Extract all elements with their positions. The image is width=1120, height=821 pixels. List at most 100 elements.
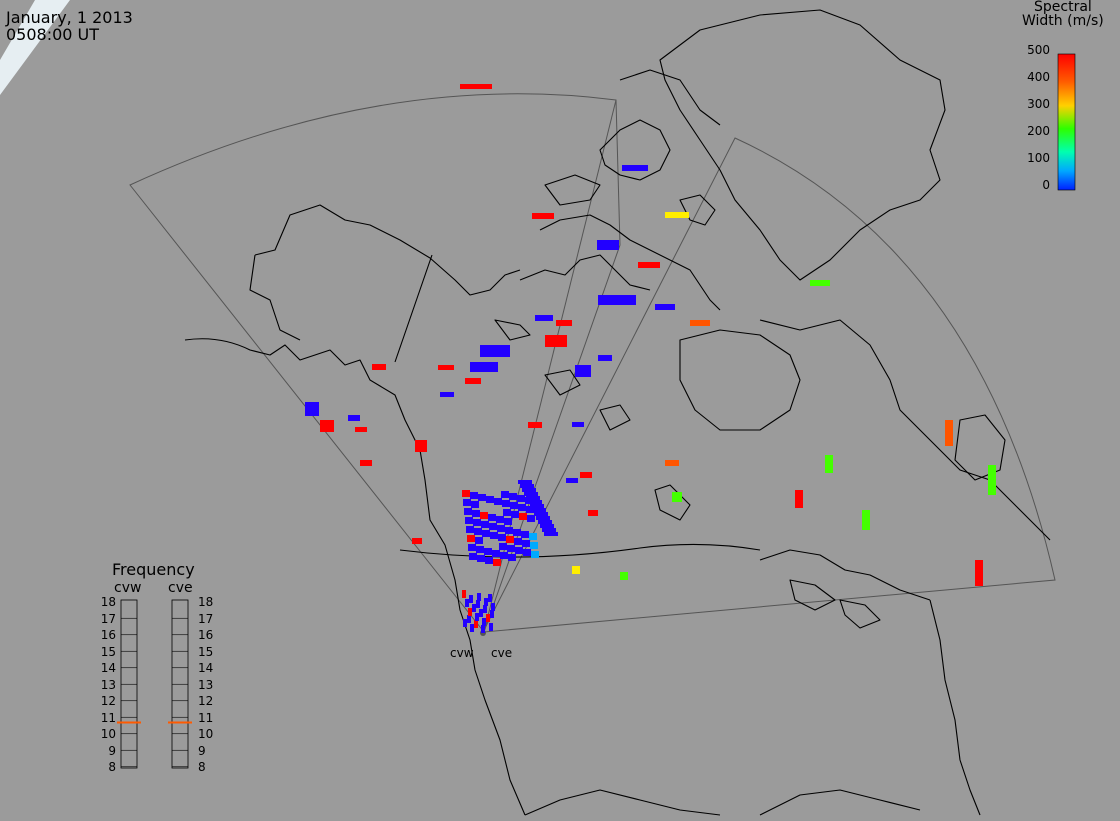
- backscatter-cell: [526, 506, 534, 513]
- frequency-channel-cvw: cvw: [114, 580, 142, 596]
- colorbar-title-line2: Width (m/s): [1022, 13, 1104, 29]
- backscatter-cell: [511, 511, 519, 518]
- backscatter-cell: [535, 315, 553, 321]
- backscatter-cell: [482, 530, 490, 537]
- frequency-tick-label: 12: [198, 694, 214, 708]
- frequency-tick-label: 18: [198, 595, 214, 609]
- backscatter-cell: [488, 594, 492, 602]
- backscatter-cell: [470, 362, 498, 372]
- backscatter-cell: [496, 516, 504, 523]
- backscatter-cell: [504, 518, 512, 525]
- backscatter-cell: [494, 498, 502, 505]
- backscatter-cell: [572, 566, 580, 574]
- time-label: 0508:00 UT: [6, 25, 100, 44]
- backscatter-cell: [527, 515, 535, 522]
- frequency-tick-label: 17: [100, 611, 116, 626]
- backscatter-cell: [465, 378, 481, 384]
- backscatter-cell: [506, 536, 514, 543]
- date-label: January, 1 2013: [6, 8, 133, 27]
- backscatter-cell: [320, 420, 334, 432]
- backscatter-cell: [470, 624, 474, 632]
- backscatter-cell: [492, 550, 500, 557]
- backscatter-cell: [467, 615, 471, 623]
- backscatter-cell: [480, 512, 488, 519]
- backscatter-cell: [655, 304, 675, 310]
- frequency-tick-label: 8: [198, 760, 206, 774]
- backscatter-cell: [478, 494, 486, 501]
- backscatter-cell: [672, 492, 682, 502]
- backscatter-cell: [467, 535, 475, 542]
- backscatter-cell: [532, 213, 554, 219]
- frequency-tick-label: 14: [100, 661, 116, 675]
- backscatter-cell: [360, 460, 372, 466]
- backscatter-cell: [475, 537, 483, 544]
- backscatter-cell: [482, 618, 486, 626]
- backscatter-cell: [502, 500, 510, 507]
- frequency-tick-label: 13: [198, 677, 214, 692]
- backscatter-cell: [507, 545, 515, 552]
- backscatter-cell: [513, 529, 521, 536]
- backscatter-cell: [945, 420, 953, 446]
- radar-label-cve: cve: [491, 646, 513, 660]
- backscatter-cell: [572, 422, 584, 427]
- backscatter-cell: [484, 598, 488, 606]
- backscatter-cell: [575, 365, 591, 377]
- backscatter-cell: [508, 554, 516, 561]
- backscatter-cell: [522, 488, 536, 492]
- backscatter-cell: [477, 593, 481, 601]
- backscatter-cell: [545, 335, 567, 347]
- backscatter-cell: [538, 520, 552, 524]
- backscatter-cell: [483, 605, 487, 613]
- backscatter-cell: [638, 262, 660, 268]
- backscatter-cell: [544, 532, 558, 536]
- backscatter-cell: [348, 415, 360, 421]
- backscatter-cell: [476, 600, 480, 608]
- colorbar-tick: 400: [1027, 70, 1050, 84]
- backscatter-cell: [566, 478, 578, 483]
- frequency-channel-cve: cve: [168, 580, 193, 596]
- backscatter-cell: [530, 504, 544, 508]
- backscatter-cell: [528, 422, 542, 428]
- backscatter-cell: [529, 533, 537, 540]
- backscatter-cell: [810, 280, 830, 286]
- backscatter-cell: [500, 552, 508, 559]
- backscatter-cell: [524, 492, 538, 496]
- backscatter-cell: [305, 402, 319, 416]
- backscatter-cell: [825, 455, 833, 473]
- backscatter-cell: [620, 572, 628, 580]
- backscatter-cell: [490, 532, 498, 539]
- backscatter-cell: [474, 620, 478, 628]
- backscatter-cell: [477, 555, 485, 562]
- backscatter-cell: [598, 295, 636, 305]
- backscatter-cell: [470, 492, 478, 499]
- backscatter-cell: [526, 496, 540, 500]
- frequency-tick-label: 16: [100, 628, 116, 642]
- backscatter-cell: [471, 501, 479, 508]
- backscatter-cell: [522, 540, 530, 547]
- colorbar-tick: 100: [1027, 151, 1050, 165]
- frequency-tick-label: 14: [198, 661, 214, 675]
- backscatter-cell: [472, 604, 476, 612]
- backscatter-cell: [556, 320, 572, 326]
- backscatter-cell: [795, 490, 803, 508]
- backscatter-cell: [440, 392, 454, 397]
- backscatter-cell: [462, 590, 466, 598]
- backscatter-cell: [498, 534, 506, 541]
- frequency-tick-label: 10: [100, 727, 116, 741]
- backscatter-cell: [473, 519, 481, 526]
- backscatter-cell: [481, 625, 485, 633]
- backscatter-cell: [486, 496, 494, 503]
- backscatter-cell: [463, 499, 471, 506]
- backscatter-cell: [580, 472, 592, 478]
- frequency-tick-label: 17: [198, 611, 214, 626]
- backscatter-cell: [597, 240, 619, 250]
- backscatter-cell: [490, 610, 494, 618]
- backscatter-cell: [497, 525, 505, 532]
- backscatter-cell: [476, 546, 484, 553]
- backscatter-cell: [412, 538, 422, 544]
- field-of-view-cvw: [129, 93, 621, 634]
- backscatter-cell: [542, 528, 556, 532]
- backscatter-cell: [486, 614, 490, 622]
